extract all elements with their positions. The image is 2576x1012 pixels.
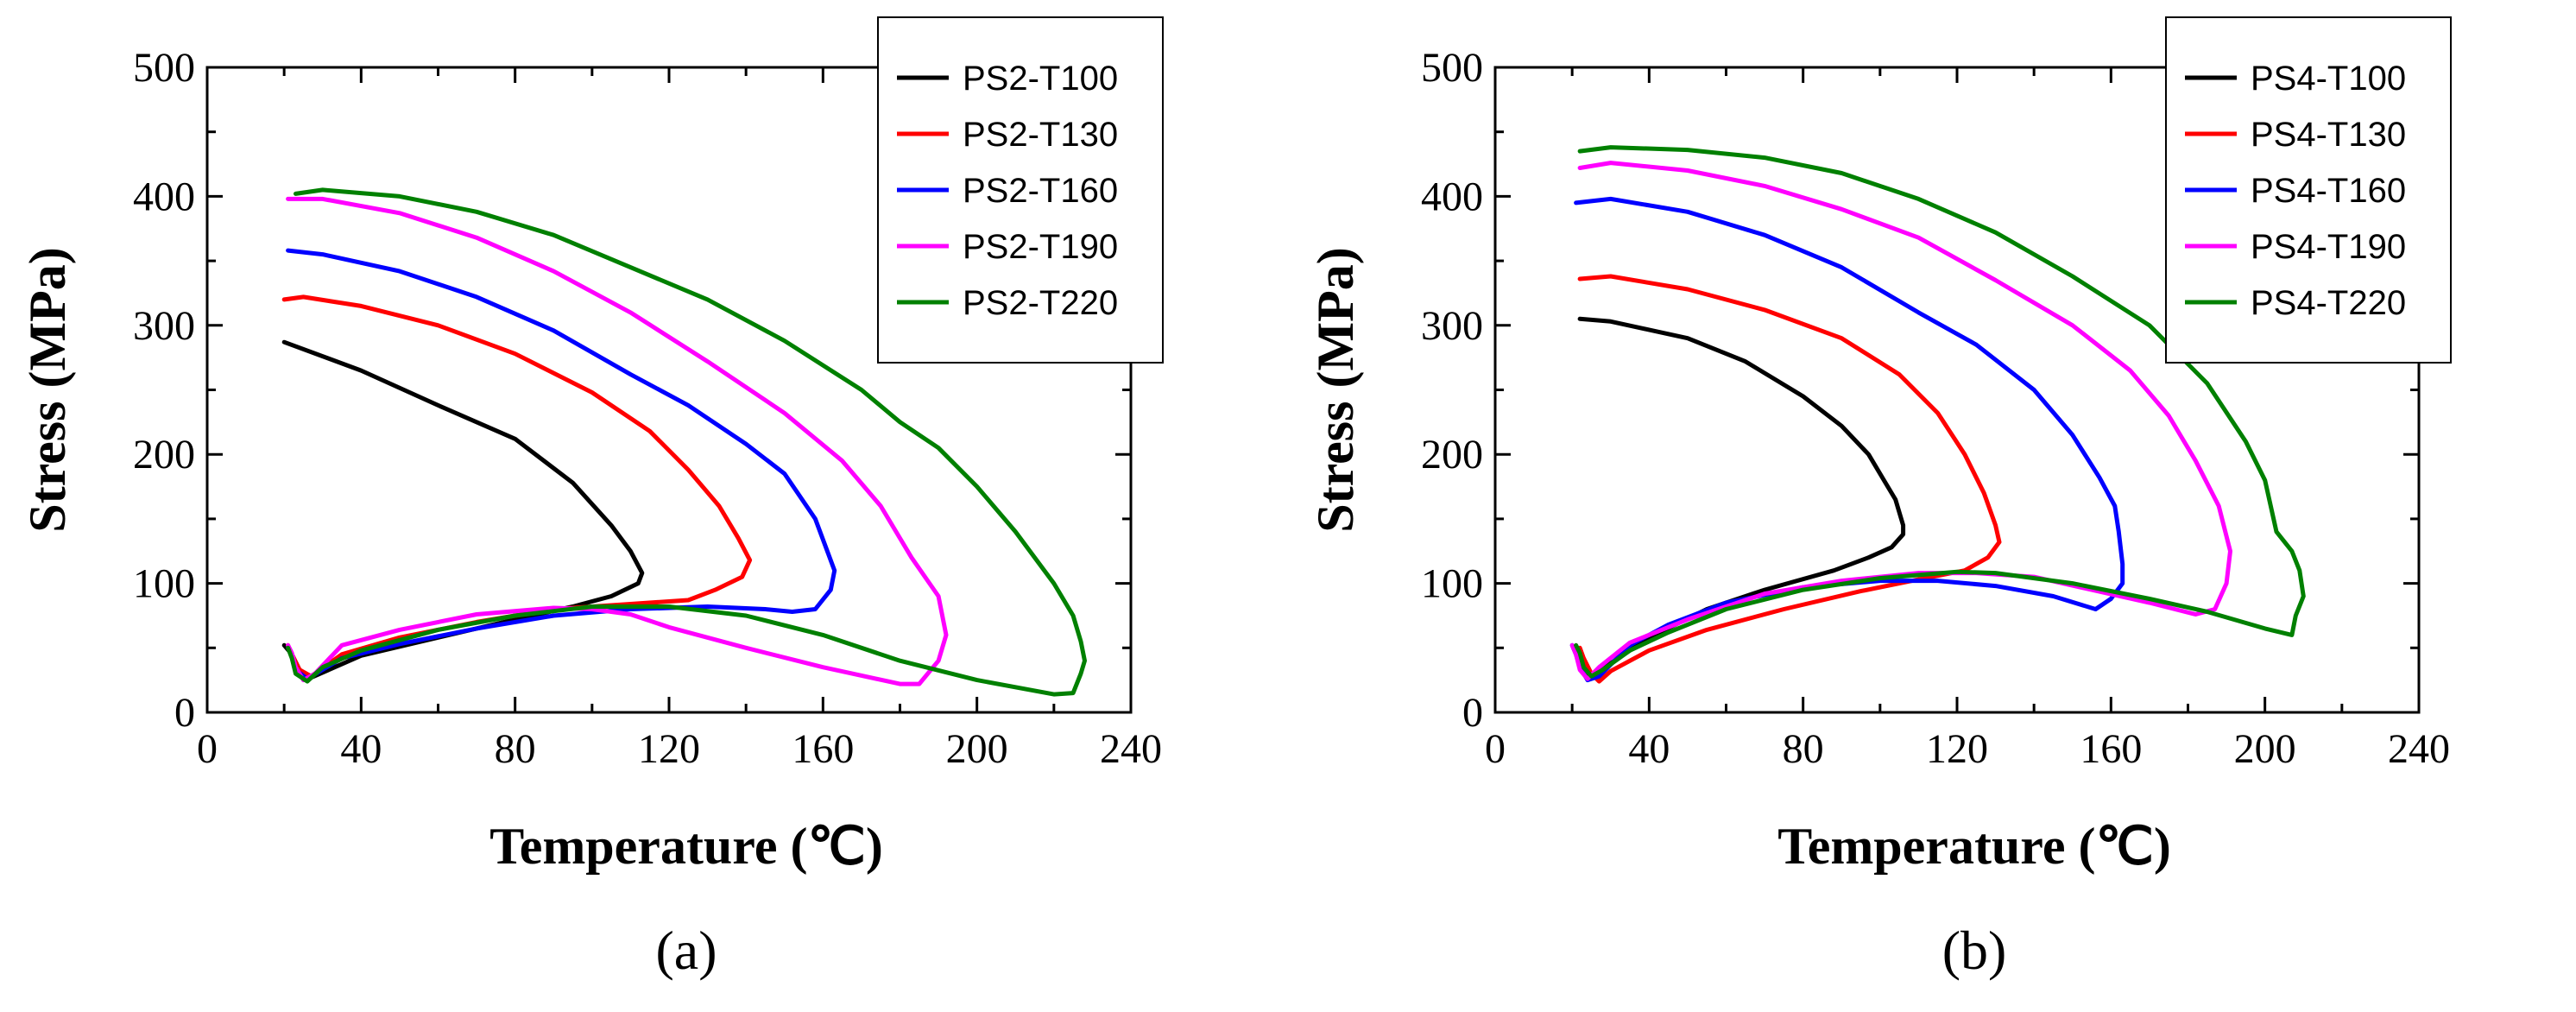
legend-label: PS4-T100 <box>2251 60 2406 98</box>
y-tick-label: 500 <box>1421 45 1483 91</box>
legend-label: PS4-T160 <box>2251 172 2406 210</box>
legend: PS4-T100 PS4-T130 PS4-T160 PS4-T190 PS4-T220 <box>2165 16 2452 364</box>
legend-label: PS4-T190 <box>2251 228 2406 266</box>
y-tick-label: 200 <box>133 432 195 478</box>
x-tick-label: 40 <box>1628 726 1670 772</box>
x-tick-label: 120 <box>638 726 700 772</box>
series-line-ps4-t220 <box>1574 145 2306 679</box>
x-axis-title: Temperature (℃) <box>489 818 883 875</box>
chart-svg-b: 0 40 80 120 160 200 240 0 100 200 300 400 500 Tempera… <box>1307 16 2452 981</box>
y-tick-label: 400 <box>1421 174 1483 219</box>
x-axis-title: Temperature (℃) <box>1777 818 2171 875</box>
y-tick-label: 300 <box>1421 303 1483 349</box>
x-tick-label: 80 <box>1783 726 1824 772</box>
legend-label: PS2-T160 <box>963 172 1118 210</box>
series-line-ps2-t160 <box>286 248 837 681</box>
x-tick-label: 80 <box>495 726 536 772</box>
y-tick-label: 400 <box>133 174 195 219</box>
y-axis-title: Stress (MPa) <box>19 247 76 532</box>
legend-label: PS2-T130 <box>963 116 1118 154</box>
legend-label: PS2-T190 <box>963 228 1118 266</box>
x-tick-label: 200 <box>2234 726 2296 772</box>
y-tick-label: 500 <box>133 45 195 91</box>
y-tick-label: 200 <box>1421 432 1483 478</box>
y-tick-label: 0 <box>1462 690 1483 736</box>
legend-label: PS2-T100 <box>963 60 1118 98</box>
legend: PS2-T100 PS2-T130 PS2-T160 PS2-T190 PS2-T220 <box>877 16 1164 364</box>
chart-panel-a: 0 40 80 120 160 200 240 0 100 200 300 400 500 Tempera… <box>19 16 1164 981</box>
y-axis-title: Stress (MPa) <box>1307 247 1364 532</box>
series-line-ps4-t160 <box>1569 196 2125 683</box>
x-tick-label: 0 <box>197 726 218 772</box>
series-line-ps2-t220 <box>286 187 1087 697</box>
x-tick-label: 160 <box>2080 726 2142 772</box>
y-tick-label: 100 <box>1421 561 1483 607</box>
x-tick-label: 120 <box>1926 726 1988 772</box>
y-tick-label: 0 <box>174 690 195 736</box>
chart-svg-a: 0 40 80 120 160 200 240 0 100 200 300 400 500 Tempera… <box>19 16 1164 981</box>
x-tick-label: 240 <box>1100 726 1162 772</box>
x-tick-label: 40 <box>340 726 382 772</box>
x-tick-label: 160 <box>792 726 854 772</box>
x-tick-label: 240 <box>2388 726 2450 772</box>
y-tick-label: 300 <box>133 303 195 349</box>
panel-label: (b) <box>1942 920 2007 981</box>
series-line-ps2-t190 <box>286 196 949 686</box>
legend-label: PS2-T220 <box>963 284 1118 322</box>
series-line-ps4-t130 <box>1577 274 2002 684</box>
legend-label: PS4-T220 <box>2251 284 2406 322</box>
series-line-ps4-t190 <box>1569 161 2232 681</box>
chart-panel-b: 0 40 80 120 160 200 240 0 100 200 300 400 500 Tempera… <box>1288 0 2576 1012</box>
x-tick-label: 0 <box>1485 726 1506 772</box>
y-tick-label: 100 <box>133 561 195 607</box>
x-tick-label: 200 <box>946 726 1008 772</box>
panel-label: (a) <box>655 920 717 981</box>
legend-label: PS4-T130 <box>2251 116 2406 154</box>
